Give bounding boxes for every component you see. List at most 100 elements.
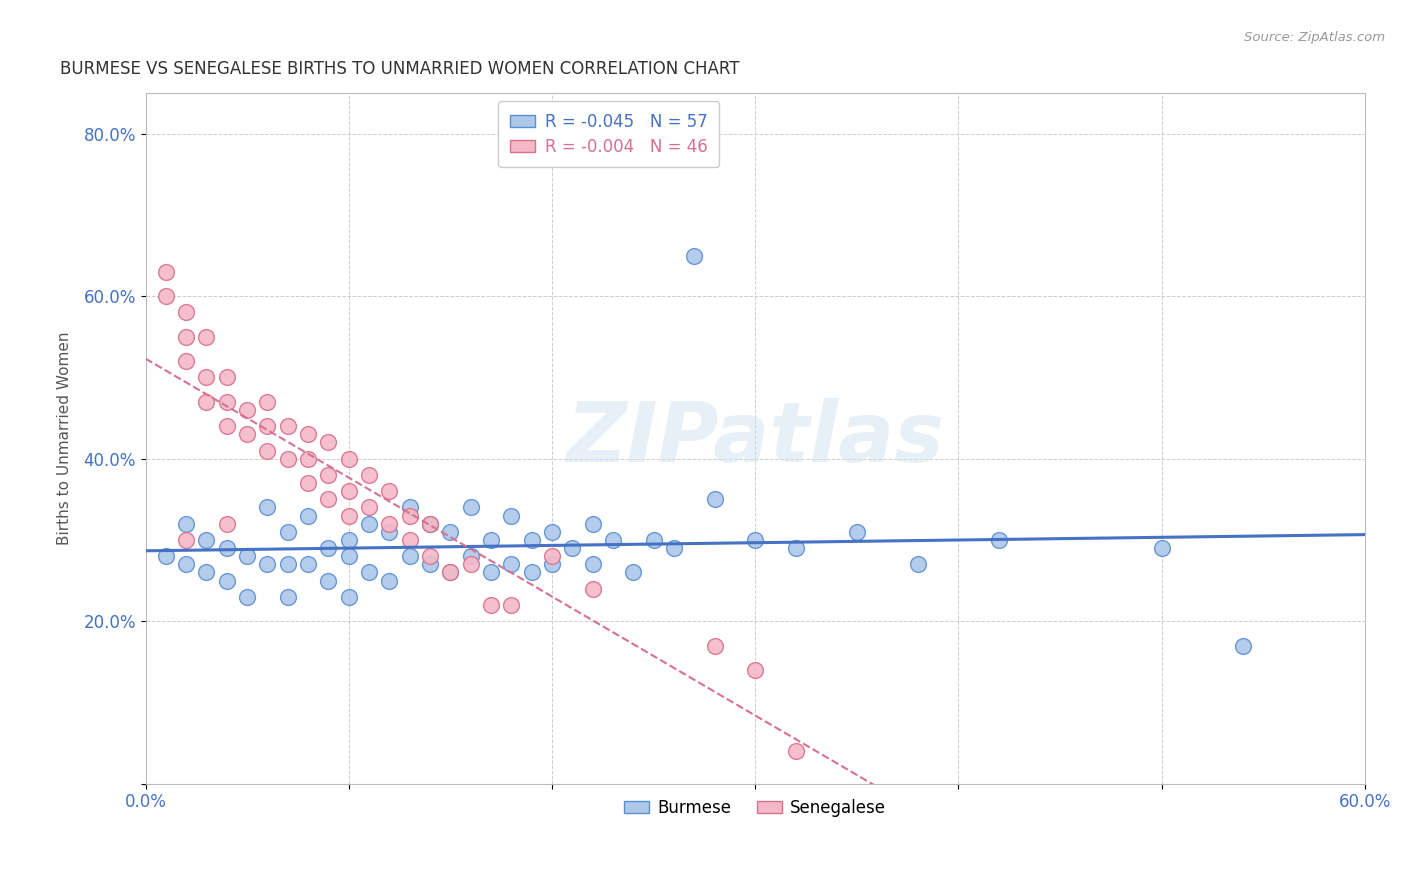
Point xyxy=(460,500,482,515)
Point xyxy=(419,516,441,531)
Point xyxy=(785,541,807,555)
Point xyxy=(479,598,502,612)
Point xyxy=(195,370,218,384)
Point xyxy=(398,500,420,515)
Point xyxy=(256,394,278,409)
Point xyxy=(378,524,401,539)
Point xyxy=(501,598,523,612)
Point xyxy=(907,558,929,572)
Point xyxy=(621,566,644,580)
Point xyxy=(378,484,401,499)
Point xyxy=(155,265,177,279)
Point xyxy=(602,533,624,547)
Point xyxy=(703,492,725,507)
Point xyxy=(439,566,461,580)
Point xyxy=(215,419,238,434)
Point xyxy=(744,533,766,547)
Point xyxy=(195,394,218,409)
Point xyxy=(703,639,725,653)
Point xyxy=(236,590,259,604)
Point xyxy=(297,476,319,491)
Point xyxy=(561,541,583,555)
Point xyxy=(479,566,502,580)
Point xyxy=(662,541,685,555)
Point xyxy=(215,370,238,384)
Point xyxy=(419,549,441,564)
Point xyxy=(215,394,238,409)
Point xyxy=(845,524,868,539)
Point xyxy=(398,533,420,547)
Point xyxy=(195,566,218,580)
Point xyxy=(479,533,502,547)
Point xyxy=(460,558,482,572)
Point xyxy=(318,435,340,450)
Point xyxy=(1150,541,1173,555)
Point xyxy=(541,549,564,564)
Point xyxy=(215,574,238,588)
Point xyxy=(256,500,278,515)
Point xyxy=(337,508,360,523)
Point xyxy=(357,500,380,515)
Point xyxy=(439,524,461,539)
Point xyxy=(541,558,564,572)
Point xyxy=(236,427,259,442)
Point xyxy=(398,549,420,564)
Point xyxy=(337,533,360,547)
Text: ZIPatlas: ZIPatlas xyxy=(567,398,943,479)
Point xyxy=(155,289,177,303)
Point xyxy=(297,451,319,466)
Point xyxy=(318,467,340,482)
Point xyxy=(236,403,259,417)
Point xyxy=(337,590,360,604)
Point xyxy=(785,744,807,758)
Point xyxy=(501,558,523,572)
Point xyxy=(460,549,482,564)
Point xyxy=(683,249,706,263)
Point xyxy=(337,451,360,466)
Point xyxy=(501,508,523,523)
Point xyxy=(337,549,360,564)
Point xyxy=(378,516,401,531)
Point xyxy=(643,533,665,547)
Point xyxy=(520,533,543,547)
Point xyxy=(155,549,177,564)
Y-axis label: Births to Unmarried Women: Births to Unmarried Women xyxy=(58,332,72,545)
Point xyxy=(195,330,218,344)
Point xyxy=(236,549,259,564)
Point xyxy=(215,516,238,531)
Point xyxy=(541,524,564,539)
Text: Source: ZipAtlas.com: Source: ZipAtlas.com xyxy=(1244,31,1385,45)
Point xyxy=(744,663,766,677)
Point xyxy=(581,516,603,531)
Point xyxy=(215,541,238,555)
Point xyxy=(378,574,401,588)
Point xyxy=(318,541,340,555)
Point xyxy=(256,558,278,572)
Point xyxy=(277,590,299,604)
Point xyxy=(277,558,299,572)
Point xyxy=(520,566,543,580)
Point xyxy=(297,558,319,572)
Point xyxy=(419,558,441,572)
Point xyxy=(357,467,380,482)
Point xyxy=(174,558,197,572)
Point xyxy=(988,533,1011,547)
Point xyxy=(174,330,197,344)
Point xyxy=(174,354,197,368)
Point xyxy=(174,533,197,547)
Point xyxy=(439,566,461,580)
Point xyxy=(581,582,603,596)
Point xyxy=(419,516,441,531)
Point xyxy=(277,419,299,434)
Point xyxy=(357,566,380,580)
Point xyxy=(174,516,197,531)
Point xyxy=(318,492,340,507)
Point xyxy=(581,558,603,572)
Point xyxy=(318,574,340,588)
Point xyxy=(297,427,319,442)
Point xyxy=(398,508,420,523)
Point xyxy=(256,443,278,458)
Legend: Burmese, Senegalese: Burmese, Senegalese xyxy=(617,792,893,823)
Point xyxy=(195,533,218,547)
Point xyxy=(277,451,299,466)
